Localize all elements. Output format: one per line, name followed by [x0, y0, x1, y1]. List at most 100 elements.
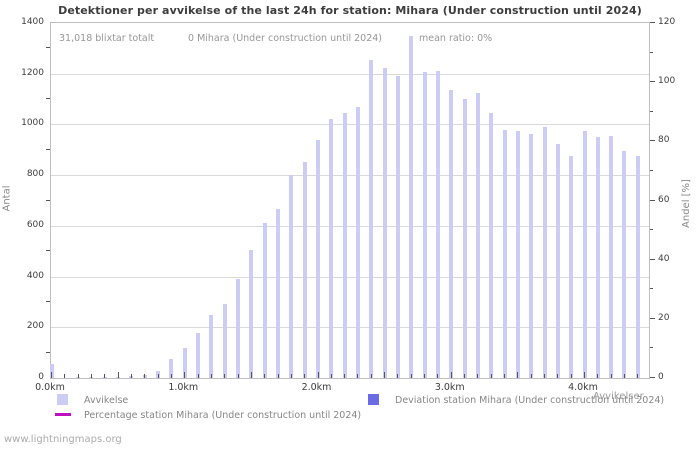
- x-axis-tick: [317, 372, 319, 378]
- x-axis-tick: [504, 374, 506, 378]
- right-axis-tick-label: 40: [658, 253, 670, 264]
- bar-avvikelse: [515, 131, 520, 378]
- x-axis-tick: [117, 372, 119, 378]
- bar-avvikelse: [409, 36, 414, 378]
- x-axis-tick: [570, 374, 572, 378]
- gridline: [51, 175, 649, 177]
- bar-avvikelse: [395, 76, 400, 378]
- bar-avvikelse: [249, 250, 254, 378]
- x-axis-tick: [277, 374, 279, 378]
- left-axis-minor-tick: [46, 47, 50, 49]
- x-axis-tick: [224, 374, 226, 378]
- bar-avvikelse: [49, 364, 54, 378]
- percentage-line-swatch-icon: [55, 413, 71, 416]
- right-axis-major-tick: [650, 377, 655, 378]
- x-axis-tick: [330, 374, 332, 378]
- right-axis-tick-label: 0: [658, 372, 664, 382]
- legend-item-avvikelse: Avvikelse: [57, 394, 128, 406]
- bar-avvikelse: [302, 162, 307, 378]
- avvikelse-swatch-icon: [57, 394, 68, 405]
- x-axis-tick: [490, 374, 492, 378]
- bar-avvikelse: [329, 119, 334, 378]
- bar-avvikelse: [635, 156, 640, 378]
- x-axis-tick: [304, 374, 306, 378]
- annotation-mean-ratio: mean ratio: 0%: [419, 33, 493, 44]
- right-axis-tick-label: 80: [658, 135, 670, 146]
- left-axis-tick-label: 1000: [21, 118, 44, 129]
- legend-label: Avvikelse: [84, 395, 129, 406]
- bar-avvikelse: [622, 151, 627, 378]
- bar-avvikelse: [169, 359, 174, 378]
- right-axis-tick-label: 120: [658, 17, 676, 27]
- x-axis-tick: [370, 374, 372, 378]
- right-axis-tick-label: 100: [658, 76, 676, 87]
- left-axis-tick-label: 0: [38, 372, 44, 382]
- bar-avvikelse: [449, 90, 454, 378]
- bar-avvikelse: [276, 209, 281, 378]
- x-axis-tick: [450, 372, 452, 378]
- left-axis-minor-tick: [46, 351, 50, 353]
- right-axis-minor-tick: [650, 110, 653, 112]
- legend-label: Percentage station Mihara (Under constru…: [84, 410, 362, 421]
- right-axis-major-tick: [650, 317, 655, 319]
- right-axis-minor-tick: [650, 288, 653, 290]
- x-axis-tick-label: 2.0km: [301, 382, 332, 393]
- right-axis-minor-tick: [650, 169, 653, 171]
- left-axis-tick-label: 800: [26, 169, 44, 180]
- x-axis-tick: [584, 372, 585, 378]
- x-axis-tick: [130, 374, 132, 378]
- bar-avvikelse: [369, 60, 374, 378]
- x-axis-tick-label: 1.0km: [168, 382, 199, 393]
- left-axis-tick-label: 1200: [21, 67, 44, 78]
- bar-avvikelse: [196, 333, 201, 378]
- x-axis-tick: [144, 374, 146, 378]
- x-axis-tick: [51, 372, 52, 378]
- left-axis-tick-label: 400: [26, 270, 44, 281]
- left-axis-minor-tick: [46, 199, 50, 201]
- bar-avvikelse: [489, 113, 494, 378]
- bar-avvikelse: [236, 279, 241, 378]
- x-axis-tick: [184, 372, 186, 378]
- left-axis-minor-tick: [46, 250, 50, 252]
- right-axis-major-tick: [650, 81, 655, 83]
- bar-avvikelse: [582, 131, 587, 378]
- x-axis-tick-label: 0.0km: [35, 382, 65, 393]
- gridline: [51, 327, 649, 329]
- annotation-station-count: 0 Mihara (Under construction until 2024): [188, 33, 383, 44]
- chart-title: Detektioner per avvikelse of the last 24…: [58, 4, 642, 17]
- right-axis-major-tick: [650, 140, 655, 142]
- watermark-url: www.lightningmaps.org: [4, 434, 122, 445]
- x-axis-tick: [637, 374, 639, 378]
- gridline: [51, 73, 649, 75]
- left-axis-minor-tick: [46, 300, 50, 302]
- bar-avvikelse: [316, 140, 320, 378]
- x-axis-tick: [517, 372, 519, 378]
- right-axis-major-tick: [650, 258, 655, 260]
- x-axis-tick: [250, 372, 252, 378]
- x-axis-tick: [410, 374, 412, 378]
- x-axis-tick: [77, 374, 79, 378]
- x-axis-tick: [464, 374, 466, 378]
- right-axis-minor-tick: [650, 229, 653, 231]
- bar-avvikelse: [462, 99, 467, 378]
- x-axis-tick: [384, 372, 386, 378]
- x-axis-tick: [623, 374, 625, 378]
- x-axis-tick: [610, 374, 612, 378]
- legend-label: Deviation station Mihara (Under construc…: [395, 395, 665, 406]
- plot-area: 31,018 blixtar totalt 0 Mihara (Under co…: [49, 22, 650, 379]
- deviation-swatch-icon: [368, 394, 379, 405]
- gridline: [51, 276, 649, 278]
- bar-avvikelse: [542, 127, 547, 378]
- bar-avvikelse: [502, 130, 507, 378]
- right-axis-major-tick: [650, 199, 655, 201]
- right-axis-major-tick: [650, 22, 655, 23]
- bar-avvikelse: [529, 134, 534, 378]
- x-axis-tick: [197, 374, 199, 378]
- bar-avvikelse: [609, 136, 614, 378]
- x-axis-tick: [90, 374, 92, 378]
- x-axis-tick: [170, 374, 172, 378]
- x-axis-tick: [477, 374, 479, 378]
- legend-item-deviation: Deviation station Mihara (Under construc…: [368, 394, 664, 406]
- left-axis-minor-tick: [46, 148, 50, 150]
- gridline: [51, 124, 649, 126]
